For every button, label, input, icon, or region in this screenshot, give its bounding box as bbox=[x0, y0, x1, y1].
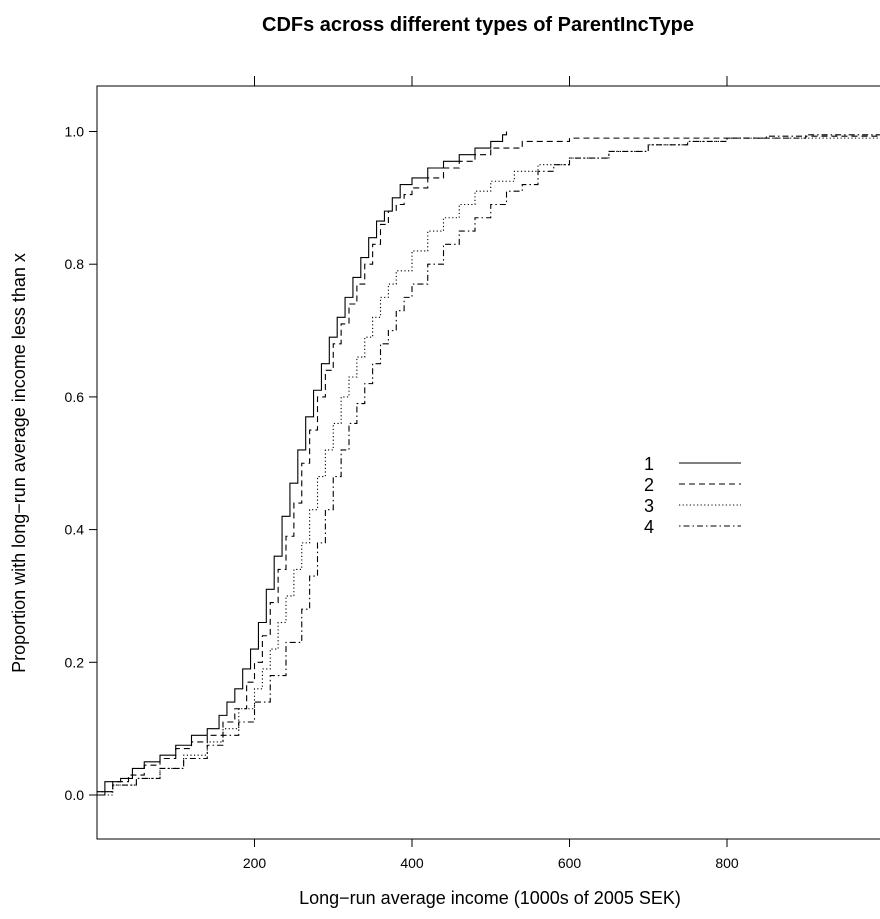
series-layer bbox=[97, 131, 880, 796]
legend-label-4: 4 bbox=[644, 517, 654, 537]
series-2-line bbox=[97, 135, 880, 793]
x-tick-label: 400 bbox=[400, 855, 424, 871]
legend-label-1: 1 bbox=[644, 454, 654, 474]
x-tick-label: 800 bbox=[715, 855, 739, 871]
y-axis: 0.0 0.2 0.4 0.6 0.8 1.0 bbox=[65, 124, 97, 803]
legend-label-2: 2 bbox=[644, 475, 654, 495]
x-tick-label: 200 bbox=[243, 855, 267, 871]
chart-title: CDFs across different types of ParentInc… bbox=[262, 14, 694, 36]
y-tick-label: 0.2 bbox=[65, 654, 85, 670]
y-tick-label: 0.0 bbox=[65, 787, 85, 803]
y-tick-label: 0.6 bbox=[65, 389, 85, 405]
series-3-line bbox=[97, 137, 880, 796]
legend-label-3: 3 bbox=[644, 496, 654, 516]
x-axis-bottom: 200 400 600 800 bbox=[243, 839, 739, 871]
x-axis-label: Long−run average income (1000s of 2005 S… bbox=[299, 888, 681, 908]
x-axis-top bbox=[254, 76, 728, 86]
series-4-line bbox=[97, 134, 880, 793]
plot-frame bbox=[96, 85, 880, 840]
y-tick-label: 0.8 bbox=[65, 256, 85, 272]
y-tick-label: 0.4 bbox=[65, 522, 85, 538]
y-tick-label: 1.0 bbox=[65, 124, 85, 140]
y-axis-label: Proportion with long−run average income … bbox=[9, 253, 29, 673]
x-tick-label: 600 bbox=[558, 855, 582, 871]
